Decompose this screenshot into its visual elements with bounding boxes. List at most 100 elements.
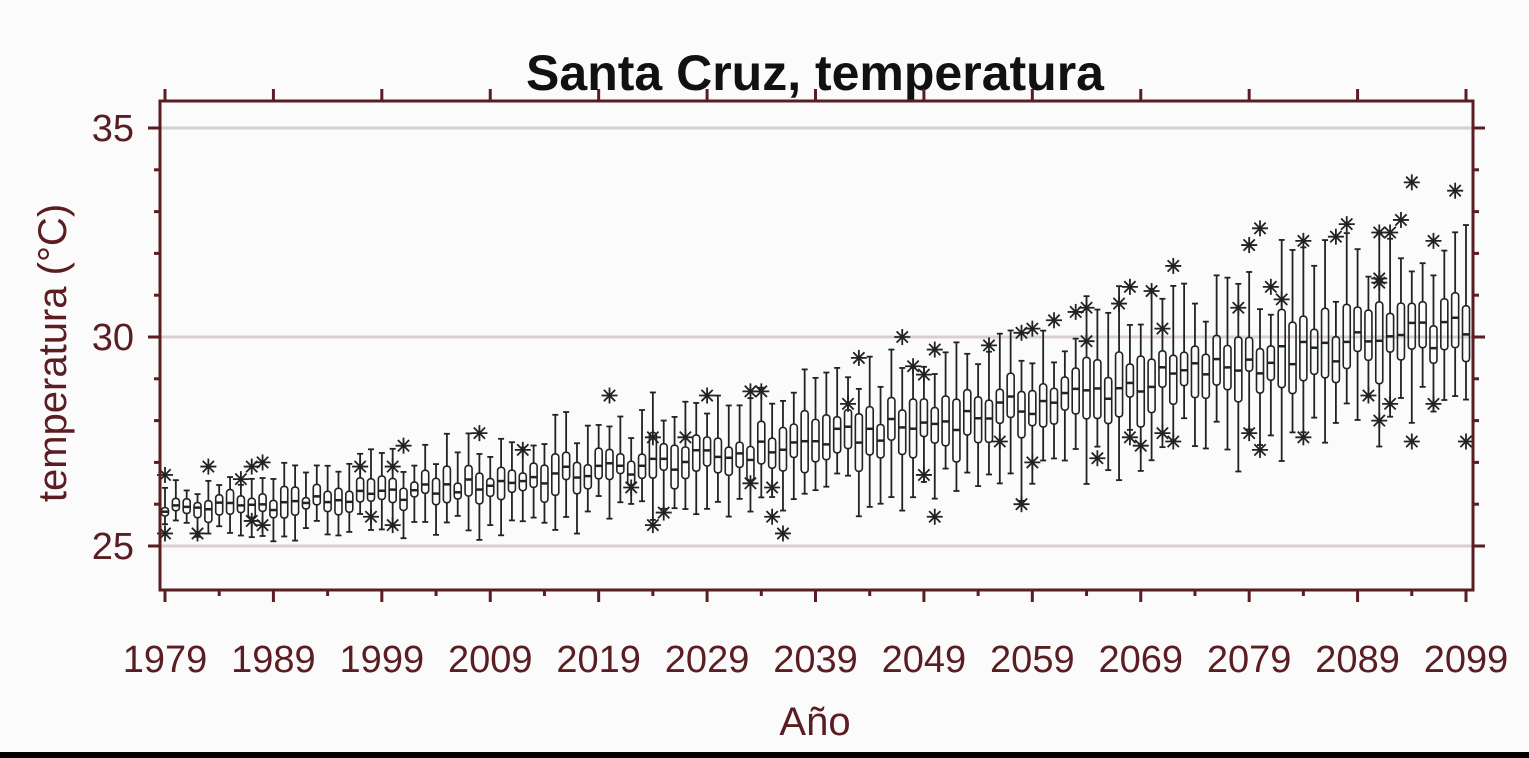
box-2032 [735,404,744,500]
box-2057 [1006,329,1015,475]
y-tick-label: 35 [92,108,134,150]
asterisk-stroke [1405,176,1419,189]
box-body [843,408,853,450]
x-tick-label: 2009 [448,639,533,681]
box-2044 [865,355,875,508]
box-body [832,415,842,454]
box-2010 [496,437,506,537]
box-2008 [475,453,484,541]
box-2073 [1179,282,1189,420]
box-2087 [1331,300,1341,424]
box-2046 [887,348,896,498]
box-body [1190,345,1200,399]
asterisk-stroke [700,389,714,402]
box-2079 [1244,271,1254,431]
y-tick-label: 30 [92,317,134,359]
asterisk-stroke [1156,426,1169,440]
box-body [204,499,213,524]
asterisk-stroke [841,397,855,411]
asterisk-stroke [1264,280,1278,294]
outlier-point [623,479,640,496]
box-body [1125,363,1135,398]
box-body [735,441,744,469]
box-body [973,396,983,444]
box-2063 [1071,337,1080,450]
outlier-point [1078,299,1095,316]
asterisk-stroke [256,518,269,532]
y-tick-labels: 25 30 35 [92,108,134,568]
box-body [865,405,875,456]
box-2033 [746,397,755,513]
box-2048 [908,367,918,499]
box-body [1364,309,1373,362]
asterisk-stroke [1372,226,1386,239]
outlier-point [352,458,369,475]
asterisk-stroke [1448,184,1462,197]
x-tick-labels: 1979 1989 1999 2009 2019 2029 2039 2049 2059 2069… [123,639,1509,681]
box-1979 [160,486,170,526]
box-2020 [605,425,614,520]
outlier-point [1089,450,1106,467]
outlier-point [1078,333,1095,350]
box-body [1331,335,1341,384]
box-body [1038,383,1048,428]
box-2052 [952,341,961,492]
box-2060 [1038,329,1048,462]
box-body [464,464,473,497]
outlier-point [774,525,791,542]
box-2028 [691,402,701,516]
asterisk-stroke [776,527,790,540]
box-2036 [778,399,788,512]
box-2083 [1288,249,1297,434]
gridlines [160,126,1473,548]
box-2053 [962,352,972,474]
box-2082 [1277,239,1286,462]
outlier-point [926,508,943,525]
box-2069 [1136,323,1146,472]
asterisk-stroke [1112,297,1126,310]
x-tick-label: 2029 [665,639,750,681]
outlier-point [850,349,867,366]
box-2001 [399,471,408,540]
outlier-point [915,466,932,483]
asterisk-stroke [397,439,410,452]
box-2031 [724,404,734,518]
box-2085 [1309,264,1319,419]
box-body [1407,302,1417,350]
box-body [746,445,755,482]
box-2016 [561,411,571,518]
box-body [594,447,603,480]
box-2045 [876,385,885,505]
y-tick-label: 25 [92,526,134,568]
x-tick-label: 1999 [340,639,425,681]
asterisk-stroke [1253,443,1267,457]
box-2055 [984,350,994,476]
box-2061 [1049,361,1059,460]
box-body [984,399,994,444]
asterisk-stroke [624,481,638,494]
box-2024 [648,391,658,521]
box-body [1418,301,1427,349]
outlier-point [1338,216,1355,233]
asterisk-stroke [928,343,942,356]
x-tick-label: 2059 [990,639,1075,681]
box-2049 [919,365,929,483]
box-2098 [1450,231,1460,397]
box-body [334,487,343,516]
box-2013 [529,444,538,519]
outlier-point [1121,278,1138,295]
asterisk-stroke [982,339,996,352]
asterisk-stroke [895,330,909,344]
box-body [822,414,831,461]
box-2043 [854,387,864,518]
outlier-point [254,454,271,471]
box-body [616,452,625,475]
outlier-point [1262,278,1279,295]
box-body [659,442,669,471]
box-1994 [323,464,332,536]
outlier-point [644,429,661,446]
axis-ticks [148,89,1485,602]
outlier-point [840,395,857,412]
outlier-point [601,387,618,404]
box-body [713,437,723,474]
